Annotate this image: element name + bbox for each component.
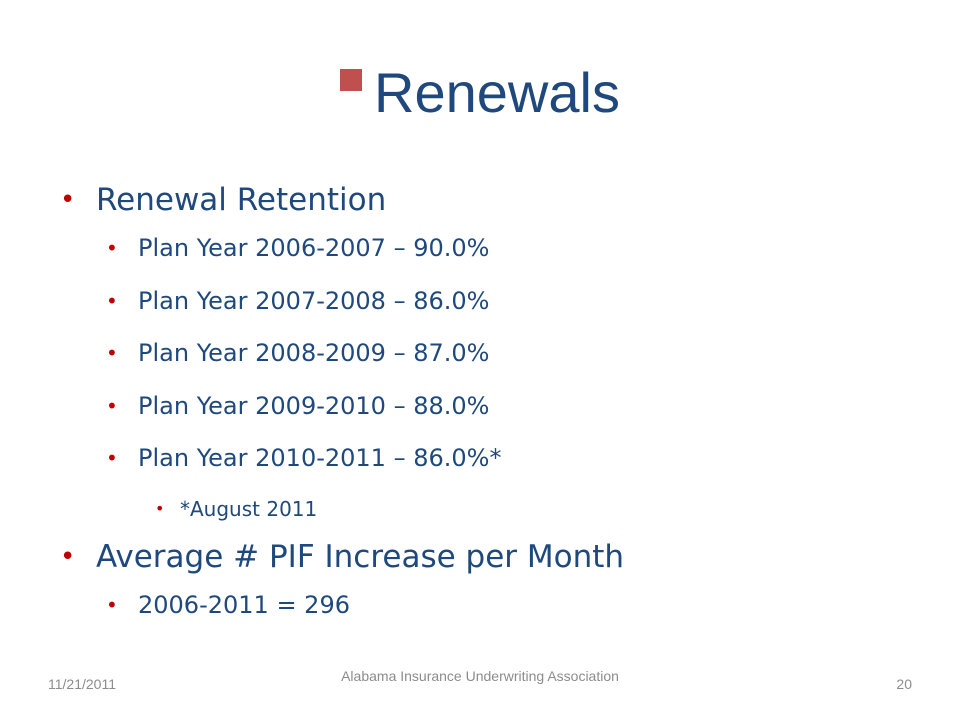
list-item-text: Plan Year 2008-2009 – 87.0% <box>138 339 490 367</box>
list-item: • *August 2011 <box>60 489 920 535</box>
square-bullet-icon <box>340 69 363 91</box>
list-item-text: Renewal Retention <box>96 182 387 218</box>
list-item: • Plan Year 2010-2011 – 86.0%* <box>60 436 920 489</box>
bullet-icon: • <box>106 393 118 418</box>
title-area: Renewals <box>0 55 960 131</box>
list-item-text: *August 2011 <box>180 496 318 521</box>
list-item-text: Average # PIF Increase per Month <box>96 538 625 575</box>
bullet-list: • Renewal Retention • Plan Year 2006-200… <box>60 178 920 635</box>
bullet-icon: • <box>155 498 165 518</box>
footer-organization: Alabama Insurance Underwriting Associati… <box>341 668 619 684</box>
bullet-icon: • <box>60 541 76 572</box>
footer-date: 11/21/2011 <box>48 676 116 692</box>
list-item: • 2006-2011 = 296 <box>60 583 920 636</box>
list-item: • Renewal Retention <box>60 178 920 226</box>
bullet-icon: • <box>106 446 118 470</box>
list-item-text: Plan Year 2007-2008 – 86.0% <box>138 286 490 315</box>
list-item: • Plan Year 2006-2007 – 90.0% <box>60 226 920 279</box>
list-item-text: Plan Year 2006-2007 – 90.0% <box>138 234 490 262</box>
list-item-text: Plan Year 2010-2011 – 86.0%* <box>138 444 502 472</box>
bullet-icon: • <box>106 341 118 365</box>
list-item: • Average # PIF Increase per Month <box>60 535 920 583</box>
list-item: • Plan Year 2007-2008 – 86.0% <box>60 279 920 332</box>
slide-title: Renewals <box>374 61 620 124</box>
bullet-icon: • <box>106 236 118 260</box>
list-item-text: Plan Year 2009-2010 – 88.0% <box>138 391 490 420</box>
list-item-text: 2006-2011 = 296 <box>138 590 350 619</box>
list-item: • Plan Year 2008-2009 – 87.0% <box>60 331 920 384</box>
bullet-icon: • <box>106 288 118 313</box>
list-item: • Plan Year 2009-2010 – 88.0% <box>60 384 920 437</box>
bullet-icon: • <box>106 592 118 617</box>
page-number: 20 <box>896 676 912 692</box>
bullet-icon: • <box>60 185 76 215</box>
